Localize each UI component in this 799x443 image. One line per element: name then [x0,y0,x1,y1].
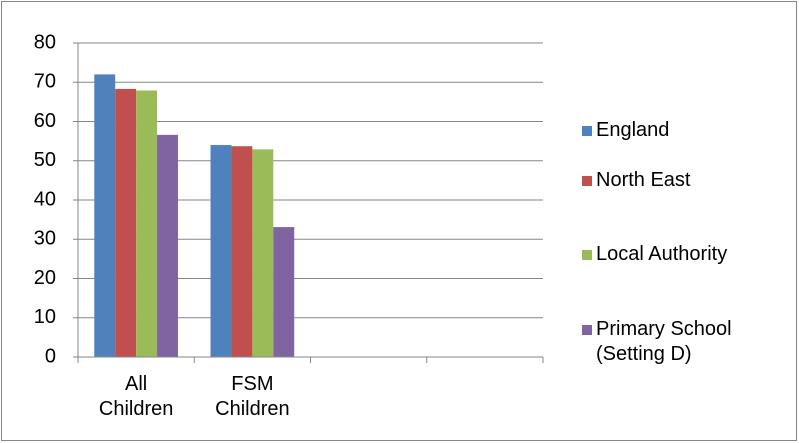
y-tick-label: 50 [34,149,56,171]
bar [136,90,158,358]
y-tick-label: 60 [34,110,56,132]
y-tick-label: 0 [45,345,56,367]
bar [273,227,295,357]
y-tick-label: 80 [34,31,56,53]
legend-swatch [582,126,592,136]
y-tick-label: 70 [34,71,56,93]
legend-swatch [582,250,592,260]
x-tick-label: FSM Children [215,373,289,420]
bar [252,149,274,357]
bar [210,145,232,357]
legend-swatch [582,325,592,335]
legend-swatch [582,176,592,186]
bar [115,88,137,358]
y-tick-label: 30 [34,228,56,250]
y-tick-label: 20 [34,267,56,289]
legend-label: Local Authority [596,243,727,265]
bar [231,146,253,357]
bar [157,134,178,357]
legend-label: North East [596,169,691,191]
y-tick-label: 10 [34,306,56,328]
x-tick-label: All Children [99,373,173,420]
bar [94,74,116,358]
y-tick-label: 40 [34,188,56,210]
legend-label: Primary School (Setting D) [596,318,732,365]
legend-label: England [596,119,669,141]
